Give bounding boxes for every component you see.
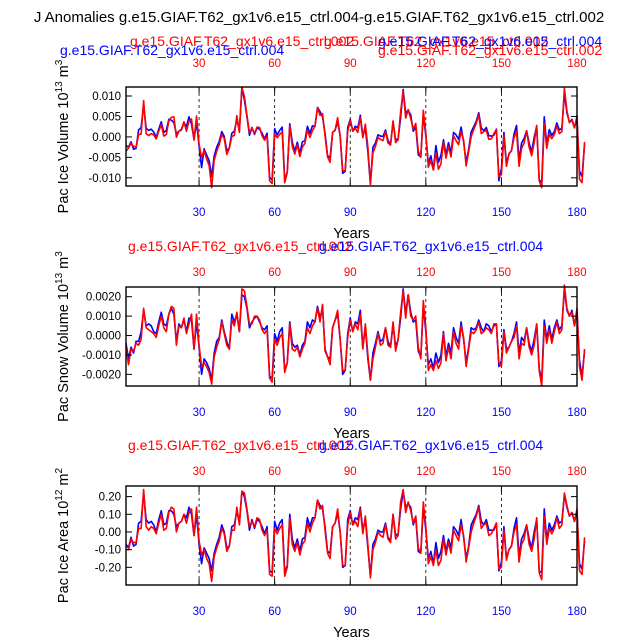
case-label-red: g.e15.GIAF.T62_gx1v6.e15_ctrl.002 bbox=[324, 33, 548, 49]
x-tick-label-top: 180 bbox=[567, 58, 586, 70]
x-tick-label-bottom: 180 bbox=[567, 207, 586, 219]
case-label-red: g.e15.GIAF.T62_gx1v6.e15_ctrl.002 bbox=[378, 42, 602, 58]
x-tick-label-bottom: 120 bbox=[416, 207, 435, 219]
y-axis-title-part: m bbox=[56, 257, 72, 269]
series-line-red bbox=[126, 488, 586, 583]
x-tick-label-top: 60 bbox=[268, 466, 281, 478]
x-tick-label-bottom: 180 bbox=[567, 407, 586, 419]
x-tick-label-bottom: 120 bbox=[416, 407, 435, 419]
y-tick-label: -0.0010 bbox=[82, 350, 121, 362]
x-tick-label-bottom: 90 bbox=[344, 407, 357, 419]
x-tick-label-bottom: 30 bbox=[193, 207, 206, 219]
x-axis-title: Years bbox=[333, 426, 370, 442]
case-label-blue: g.e15.GIAF.T62_gx1v6.e15_ctrl.004 bbox=[319, 437, 543, 453]
x-tick-label-top: 30 bbox=[193, 466, 206, 478]
x-tick-label-top: 30 bbox=[193, 58, 206, 70]
x-tick-label-bottom: 60 bbox=[268, 606, 281, 618]
y-axis-title: Pac Ice Volume 1013 m3 bbox=[54, 59, 72, 213]
y-tick-label: 0.0020 bbox=[86, 292, 121, 304]
y-axis-title-superscript: 13 bbox=[54, 272, 65, 284]
y-axis-title-superscript: 3 bbox=[54, 251, 65, 257]
y-axis-title-superscript: 2 bbox=[54, 467, 65, 473]
case-label-red: g.e15.GIAF.T62_gx1v6.e15_ctrl.002 bbox=[128, 238, 352, 254]
x-tick-label-bottom: 30 bbox=[193, 606, 206, 618]
x-tick-label-top: 30 bbox=[193, 267, 206, 279]
y-tick-label: 0.0000 bbox=[86, 331, 121, 343]
x-tick-label-top: 180 bbox=[567, 466, 586, 478]
y-tick-label: 0.010 bbox=[92, 91, 121, 103]
y-tick-label: 0.000 bbox=[92, 132, 121, 144]
y-tick-label: -0.010 bbox=[88, 173, 121, 185]
y-tick-label: -0.10 bbox=[95, 545, 121, 557]
x-tick-label-bottom: 30 bbox=[193, 407, 206, 419]
y-axis-title-part: Pac Snow Volume 10 bbox=[56, 284, 72, 422]
series-line-red bbox=[125, 284, 586, 387]
y-axis-title-part: m bbox=[56, 473, 72, 485]
x-tick-label-bottom: 90 bbox=[344, 606, 357, 618]
x-tick-label-top: 120 bbox=[416, 466, 435, 478]
x-tick-label-top: 90 bbox=[344, 58, 357, 70]
x-tick-label-top: 60 bbox=[268, 267, 281, 279]
x-tick-label-top: 150 bbox=[492, 466, 511, 478]
y-axis-title-part: Pac Ice Area 10 bbox=[56, 501, 72, 603]
y-tick-label: 0.20 bbox=[99, 492, 121, 504]
y-tick-label: -0.20 bbox=[95, 562, 121, 574]
y-tick-label: 0.0010 bbox=[86, 311, 121, 323]
case-label-blue: g.e15.GIAF.T62_gx1v6.e15_ctrl.004 bbox=[319, 238, 543, 254]
y-tick-label: -0.005 bbox=[88, 152, 121, 164]
y-axis-title-part: m bbox=[56, 65, 72, 77]
y-axis-title-superscript: 13 bbox=[54, 81, 65, 93]
x-tick-label-bottom: 120 bbox=[416, 606, 435, 618]
x-tick-label-top: 90 bbox=[344, 267, 357, 279]
y-axis-title-superscript: 3 bbox=[54, 59, 65, 65]
x-tick-label-bottom: 60 bbox=[268, 207, 281, 219]
case-label-red: g.e15.GIAF.T62_gx1v6.e15_ctrl.002 bbox=[130, 33, 354, 49]
y-axis-title-part: Pac Ice Volume 10 bbox=[56, 92, 72, 213]
y-tick-label: 0.005 bbox=[92, 111, 121, 123]
series-line-red bbox=[125, 86, 586, 189]
x-tick-label-top: 90 bbox=[344, 466, 357, 478]
plot-frame bbox=[125, 286, 578, 387]
x-axis-title: Years bbox=[333, 625, 370, 638]
y-tick-label: 0.00 bbox=[99, 527, 121, 539]
plot-frame bbox=[125, 485, 578, 586]
y-axis-title: Pac Ice Area 1012 m2 bbox=[54, 467, 72, 603]
x-tick-label-bottom: 150 bbox=[492, 207, 511, 219]
case-label-blue: g.e15.GIAF.T62_gx1v6.e15_ctrl.004 bbox=[60, 42, 284, 58]
x-tick-label-top: 120 bbox=[416, 267, 435, 279]
x-tick-label-bottom: 90 bbox=[344, 207, 357, 219]
case-label-blue: g.e15.GIAF.T62_gx1v6.e15_ctrl.004 bbox=[378, 33, 602, 49]
x-tick-label-top: 150 bbox=[492, 58, 511, 70]
x-tick-label-top: 180 bbox=[567, 267, 586, 279]
y-tick-label: -0.0020 bbox=[82, 369, 121, 381]
case-label-red: g.e15.GIAF.T62_gx1v6.e15_ctrl.002 bbox=[128, 437, 352, 453]
x-tick-label-top: 150 bbox=[492, 267, 511, 279]
chart-panel-2: 0.0020 0.0010 0.0000 -0.0010 -0.0020 30 30 60 60… bbox=[54, 238, 587, 442]
x-tick-label-bottom: 60 bbox=[268, 407, 281, 419]
x-tick-label-top: 60 bbox=[268, 58, 281, 70]
x-axis-title: Years bbox=[333, 226, 370, 242]
y-axis-title-superscript: 12 bbox=[54, 489, 65, 501]
x-tick-label-bottom: 150 bbox=[492, 407, 511, 419]
y-tick-label: 0.10 bbox=[99, 509, 121, 521]
x-tick-label-top: 120 bbox=[416, 58, 435, 70]
figure-title: J Anomalies g.e15.GIAF.T62_gx1v6.e15_ctr… bbox=[34, 9, 604, 26]
y-axis-title: Pac Snow Volume 1013 m3 bbox=[54, 251, 72, 422]
chart-panel-1: 0.010 0.005 0.000 -0.005 -0.010 30 30 60 60 90 90 1… bbox=[54, 33, 602, 242]
x-tick-label-bottom: 150 bbox=[492, 606, 511, 618]
x-tick-label-bottom: 180 bbox=[567, 606, 586, 618]
chart-panel-3: 0.20 0.10 0.00 -0.10 -0.20 30 30 60 60 90 90 120 120… bbox=[54, 437, 587, 638]
